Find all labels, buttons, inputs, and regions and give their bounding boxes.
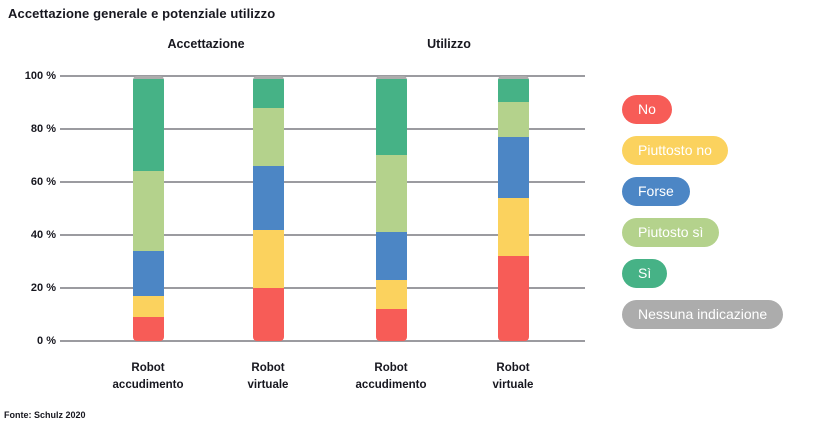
bar-label-line: accudimento bbox=[355, 379, 427, 391]
y-tick-0: 0 % bbox=[37, 335, 56, 347]
bar-segment-piuttosto-no bbox=[497, 197, 529, 257]
bar-segment-sì bbox=[497, 78, 529, 103]
bar-label-accettazione-accudimento: Robot accudimento bbox=[88, 360, 208, 394]
bar-label-line: Robot bbox=[496, 362, 530, 374]
bar-segment-nessuna-indicazione bbox=[497, 76, 529, 79]
legend-pill-forse: Forse bbox=[622, 177, 690, 206]
stacked-bar-accettazione-accudimento bbox=[132, 76, 164, 341]
bar-segment-nessuna-indicazione bbox=[375, 76, 407, 79]
stacked-bar-utilizzo-accudimento bbox=[375, 76, 407, 341]
legend: No Piuttosto no Forse Piutosto sì Sì Nes… bbox=[622, 95, 784, 329]
plot-area bbox=[60, 75, 585, 342]
legend-label: Nessuna indicazione bbox=[638, 306, 768, 322]
bar-segment-no bbox=[497, 256, 529, 341]
bar-segment-forse bbox=[252, 166, 284, 230]
legend-pill-si: Sì bbox=[622, 259, 668, 288]
group-header-accettazione: Accettazione bbox=[167, 37, 245, 51]
bar-label-line: virtuale bbox=[247, 379, 289, 391]
bar-segment-sì bbox=[252, 78, 284, 108]
bar-segment-nessuna-indicazione bbox=[252, 76, 284, 79]
bar-label-line: Robot bbox=[131, 362, 165, 374]
bar-label-accettazione-virtuale: Robot virtuale bbox=[208, 360, 328, 394]
bar-segment-no bbox=[252, 287, 284, 341]
source-note: Fonte: Schulz 2020 bbox=[4, 410, 86, 420]
y-tick-60: 60 % bbox=[30, 176, 56, 188]
bar-segment-no bbox=[375, 309, 407, 341]
bar-label-line: accudimento bbox=[112, 379, 184, 391]
legend-pill-no: No bbox=[622, 95, 672, 124]
bar-segment-piutosto-sì bbox=[497, 102, 529, 137]
bar-segment-forse bbox=[375, 232, 407, 281]
legend-pill-nessuna-indicazione: Nessuna indicazione bbox=[622, 300, 784, 329]
bar-label-line: virtuale bbox=[492, 379, 534, 391]
gridline-60 bbox=[60, 181, 585, 183]
y-tick-40: 40 % bbox=[30, 229, 56, 241]
y-tick-80: 80 % bbox=[30, 123, 56, 135]
bar-label-utilizzo-accudimento: Robot accudimento bbox=[331, 360, 451, 394]
legend-label: No bbox=[638, 101, 656, 117]
legend-label: Piuttosto no bbox=[638, 142, 712, 158]
bar-segment-piutosto-sì bbox=[375, 155, 407, 233]
bar-segment-piuttosto-no bbox=[132, 295, 164, 318]
bar-segment-piuttosto-no bbox=[252, 229, 284, 288]
bar-label-utilizzo-virtuale: Robot virtuale bbox=[453, 360, 573, 394]
y-tick-20: 20 % bbox=[30, 282, 56, 294]
gridline-20 bbox=[60, 287, 585, 289]
bar-segment-piutosto-sì bbox=[252, 107, 284, 167]
bar-label-line: Robot bbox=[374, 362, 408, 374]
bar-label-line: Robot bbox=[251, 362, 285, 374]
bar-segment-sì bbox=[375, 78, 407, 156]
legend-label: Forse bbox=[638, 183, 674, 199]
y-tick-100: 100 % bbox=[24, 70, 56, 82]
gridline-0 bbox=[60, 340, 585, 342]
bar-segment-piutosto-sì bbox=[132, 171, 164, 251]
legend-pill-piutosto-si: Piutosto sì bbox=[622, 218, 720, 247]
stacked-bar-utilizzo-virtuale bbox=[497, 76, 529, 341]
chart-title: Accettazione generale e potenziale utili… bbox=[8, 6, 276, 21]
y-axis-labels: 0 % 20 % 40 % 60 % 80 % 100 % bbox=[0, 70, 56, 347]
gridline-100 bbox=[60, 75, 585, 77]
legend-pill-piuttosto-no: Piuttosto no bbox=[622, 136, 728, 165]
bar-segment-piuttosto-no bbox=[375, 280, 407, 310]
bar-segment-forse bbox=[132, 250, 164, 296]
gridline-80 bbox=[60, 128, 585, 130]
bar-segment-no bbox=[132, 317, 164, 341]
stacked-bar-accettazione-virtuale bbox=[252, 76, 284, 341]
gridline-40 bbox=[60, 234, 585, 236]
group-header-utilizzo: Utilizzo bbox=[427, 37, 471, 51]
bar-segment-sì bbox=[132, 78, 164, 172]
legend-label: Sì bbox=[638, 265, 652, 281]
bar-segment-forse bbox=[497, 136, 529, 198]
bar-segment-nessuna-indicazione bbox=[132, 76, 164, 79]
legend-label: Piutosto sì bbox=[638, 224, 704, 240]
